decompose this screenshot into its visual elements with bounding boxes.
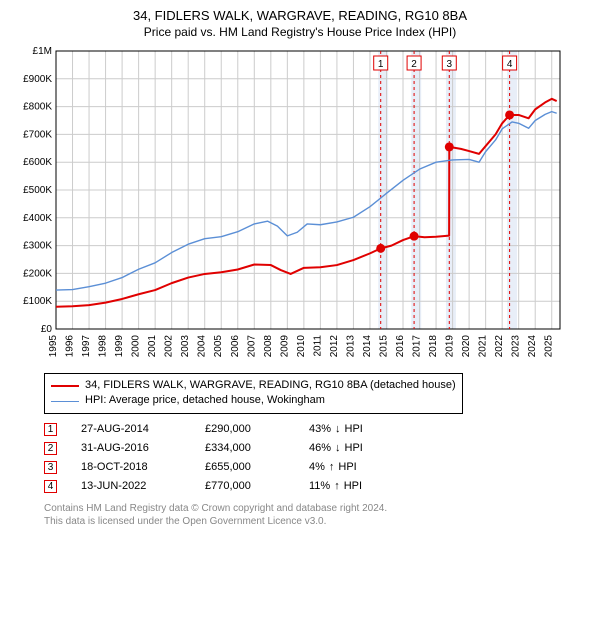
legend-swatch — [51, 401, 79, 402]
svg-text:2004: 2004 — [197, 335, 208, 358]
svg-text:1996: 1996 — [65, 335, 76, 358]
svg-text:2022: 2022 — [494, 335, 505, 358]
transaction-row: 3 18-OCT-2018 £655,000 4% ↑HPI — [44, 458, 590, 477]
transaction-hpi-suffix: HPI — [344, 480, 362, 492]
svg-text:2018: 2018 — [428, 335, 439, 358]
svg-text:1: 1 — [378, 59, 384, 70]
svg-text:2006: 2006 — [230, 335, 241, 358]
svg-text:£500K: £500K — [23, 185, 52, 196]
transaction-pct: 46% — [309, 442, 331, 454]
legend-row: HPI: Average price, detached house, Woki… — [51, 393, 456, 408]
arrow-up-icon: ↑ — [334, 480, 340, 492]
legend-row: 34, FIDLERS WALK, WARGRAVE, READING, RG1… — [51, 378, 456, 393]
svg-text:2024: 2024 — [527, 335, 538, 358]
svg-text:3: 3 — [447, 59, 453, 70]
svg-text:2014: 2014 — [362, 335, 373, 358]
footer-line2: This data is licensed under the Open Gov… — [44, 515, 590, 528]
svg-text:£900K: £900K — [23, 74, 52, 85]
transaction-marker: 2 — [44, 442, 57, 455]
transaction-row: 1 27-AUG-2014 £290,000 43% ↓ HPI — [44, 420, 590, 439]
transaction-date: 13-JUN-2022 — [81, 480, 181, 492]
legend-label: 34, FIDLERS WALK, WARGRAVE, READING, RG1… — [85, 378, 456, 393]
legend: 34, FIDLERS WALK, WARGRAVE, READING, RG1… — [44, 373, 463, 414]
svg-text:£200K: £200K — [23, 268, 52, 279]
svg-text:4: 4 — [507, 59, 513, 70]
transaction-hpi-delta: 46% ↓ HPI — [309, 442, 363, 454]
transaction-row: 2 31-AUG-2016 £334,000 46% ↓ HPI — [44, 439, 590, 458]
transaction-row: 4 13-JUN-2022 £770,000 11% ↑ HPI — [44, 477, 590, 496]
svg-text:£400K: £400K — [23, 213, 52, 224]
svg-text:2013: 2013 — [345, 335, 356, 358]
transaction-pct: 43% — [309, 423, 331, 435]
arrow-up-icon: ↑ — [329, 461, 335, 473]
svg-text:2005: 2005 — [213, 335, 224, 358]
transaction-hpi-suffix: HPI — [345, 423, 363, 435]
svg-text:2008: 2008 — [263, 335, 274, 358]
legend-swatch — [51, 385, 79, 387]
svg-text:2023: 2023 — [511, 335, 522, 358]
svg-text:£100K: £100K — [23, 296, 52, 307]
svg-text:2019: 2019 — [445, 335, 456, 358]
svg-text:2020: 2020 — [461, 335, 472, 358]
svg-text:2010: 2010 — [296, 335, 307, 358]
svg-text:2011: 2011 — [312, 335, 323, 357]
chart-container: 34, FIDLERS WALK, WARGRAVE, READING, RG1… — [0, 0, 600, 538]
svg-text:£1M: £1M — [33, 46, 52, 57]
svg-text:1998: 1998 — [98, 335, 109, 358]
line-chart-svg: £0 £100K £200K £300K £400K £500K £600K £700K £80… — [10, 45, 570, 365]
svg-text:2003: 2003 — [180, 335, 191, 358]
chart-title: 34, FIDLERS WALK, WARGRAVE, READING, RG1… — [10, 8, 590, 23]
svg-text:2025: 2025 — [544, 335, 555, 358]
arrow-down-icon: ↓ — [335, 442, 341, 454]
svg-text:2001: 2001 — [147, 335, 158, 358]
arrow-down-icon: ↓ — [335, 423, 341, 435]
transaction-hpi-delta: 4% ↑HPI — [309, 461, 357, 473]
svg-text:2007: 2007 — [246, 335, 257, 358]
transaction-hpi-delta: 43% ↓ HPI — [309, 423, 363, 435]
svg-text:2002: 2002 — [164, 335, 175, 358]
chart-plot: £0 £100K £200K £300K £400K £500K £600K £700K £80… — [10, 45, 590, 365]
legend-label: HPI: Average price, detached house, Woki… — [85, 393, 325, 408]
svg-text:2015: 2015 — [378, 335, 389, 358]
transaction-table: 1 27-AUG-2014 £290,000 43% ↓ HPI 2 31-AUG-2016 £… — [44, 420, 590, 496]
svg-text:£300K: £300K — [23, 241, 52, 252]
svg-text:2: 2 — [411, 59, 417, 70]
svg-text:2000: 2000 — [131, 335, 142, 358]
transaction-hpi-suffix: HPI — [345, 442, 363, 454]
transaction-price: £290,000 — [205, 423, 285, 435]
chart-subtitle: Price paid vs. HM Land Registry's House … — [10, 25, 590, 39]
svg-text:£600K: £600K — [23, 157, 52, 168]
transaction-pct: 4% — [309, 461, 325, 473]
footer-line1: Contains HM Land Registry data © Crown c… — [44, 502, 590, 515]
svg-text:£800K: £800K — [23, 102, 52, 113]
transaction-date: 31-AUG-2016 — [81, 442, 181, 454]
svg-text:2017: 2017 — [412, 335, 423, 358]
transaction-hpi-suffix: HPI — [338, 461, 356, 473]
svg-text:1997: 1997 — [81, 335, 92, 358]
transaction-price: £334,000 — [205, 442, 285, 454]
transaction-hpi-delta: 11% ↑ HPI — [309, 480, 362, 492]
transaction-date: 27-AUG-2014 — [81, 423, 181, 435]
transaction-date: 18-OCT-2018 — [81, 461, 181, 473]
svg-text:2009: 2009 — [279, 335, 290, 358]
svg-text:1995: 1995 — [48, 335, 59, 358]
svg-text:£700K: £700K — [23, 129, 52, 140]
transaction-marker: 1 — [44, 423, 57, 436]
transaction-price: £770,000 — [205, 480, 285, 492]
svg-text:2021: 2021 — [478, 335, 489, 358]
svg-text:2016: 2016 — [395, 335, 406, 358]
transaction-marker: 3 — [44, 461, 57, 474]
svg-text:2012: 2012 — [329, 335, 340, 358]
footer-attribution: Contains HM Land Registry data © Crown c… — [44, 502, 590, 528]
transaction-pct: 11% — [309, 480, 330, 492]
transaction-marker: 4 — [44, 480, 57, 493]
svg-text:£0: £0 — [41, 324, 53, 335]
svg-text:1999: 1999 — [114, 335, 125, 358]
transaction-price: £655,000 — [205, 461, 285, 473]
